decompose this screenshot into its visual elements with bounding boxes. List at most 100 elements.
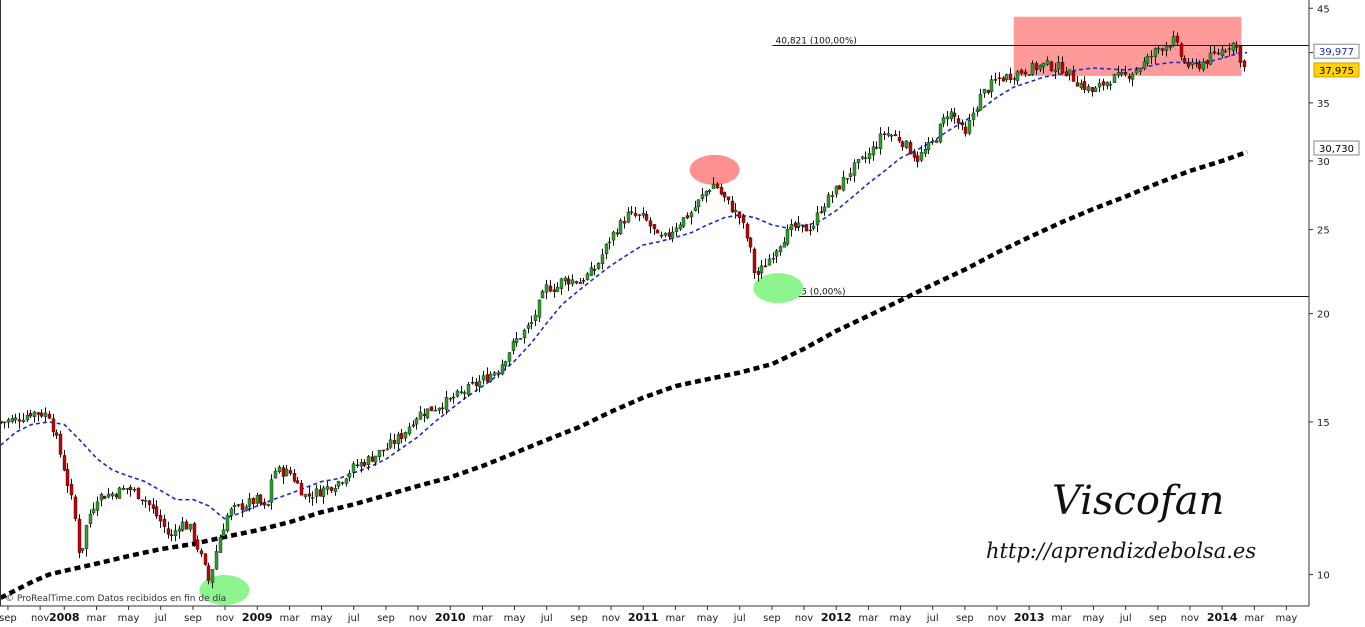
candle-up — [555, 286, 560, 292]
candle-up — [273, 470, 278, 479]
x-month-label: mar — [472, 613, 493, 623]
price-tag-label-2: 30,730 — [1319, 144, 1354, 155]
candle-down — [615, 232, 620, 235]
x-month-label: may — [697, 613, 719, 623]
candle-up — [1149, 55, 1154, 58]
candle-up — [88, 513, 93, 524]
candle-down — [281, 467, 286, 477]
candle-up — [585, 273, 590, 280]
candle-up — [674, 227, 679, 233]
candle-down — [307, 493, 312, 497]
candle-up — [563, 277, 568, 282]
candle-down — [552, 289, 557, 292]
candle-down — [485, 374, 490, 382]
x-month-label: may — [504, 613, 526, 623]
candle-down — [1194, 62, 1199, 65]
candle-up — [1153, 48, 1158, 57]
highlight-marker-1 — [689, 154, 740, 185]
candle-down — [128, 487, 133, 491]
price-tag-label-0: 39,977 — [1319, 47, 1354, 58]
candle-up — [314, 488, 319, 497]
x-month-label: mar — [279, 613, 300, 623]
candle-up — [693, 207, 698, 211]
candle-up — [904, 140, 909, 148]
candle-up — [815, 212, 820, 226]
watermark-title: Viscofan — [1052, 478, 1224, 524]
candle-up — [466, 384, 471, 395]
candle-down — [912, 152, 917, 158]
x-month-label: sep — [1149, 613, 1167, 623]
y-tick-label: 20 — [1317, 310, 1330, 321]
level-label-0: 40,821 (100,00%) — [776, 37, 857, 47]
candle-up — [611, 231, 616, 241]
candle-up — [696, 199, 701, 208]
candle-down — [429, 406, 434, 412]
candle-up — [540, 291, 545, 299]
candle-up — [244, 506, 249, 511]
candle-up — [930, 140, 935, 143]
candle-down — [804, 224, 809, 232]
candle-down — [644, 213, 649, 221]
candle-up — [269, 479, 274, 503]
candle-down — [1197, 63, 1202, 69]
candle-down — [362, 462, 367, 466]
candle-up — [1190, 61, 1195, 65]
candle-down — [158, 515, 163, 522]
x-month-label: mar — [858, 613, 879, 623]
candle-down — [77, 518, 82, 553]
moving-average-long — [0, 149, 1248, 600]
candle-up — [822, 206, 827, 212]
candle-up — [1164, 45, 1169, 51]
candle-up — [225, 515, 230, 531]
candle-down — [1127, 76, 1132, 79]
candle-down — [36, 412, 41, 415]
candle-down — [1001, 77, 1006, 82]
candle-down — [65, 468, 70, 486]
candle-up — [596, 263, 601, 269]
candle-down — [963, 126, 968, 134]
candle-up — [177, 528, 182, 532]
candle-down — [136, 487, 141, 500]
candle-up — [1067, 69, 1072, 75]
candle-down — [470, 382, 475, 384]
candle-up — [1112, 74, 1117, 83]
candle-down — [169, 534, 174, 537]
candle-up — [1030, 62, 1035, 75]
candle-up — [711, 183, 716, 189]
candle-up — [1134, 69, 1139, 74]
candle-up — [886, 133, 891, 136]
candle-up — [522, 329, 527, 338]
candle-up — [629, 211, 634, 213]
candle-up — [43, 412, 48, 417]
candle-down — [206, 565, 211, 581]
candle-up — [21, 419, 26, 422]
candle-up — [214, 551, 219, 570]
candle-up — [310, 497, 315, 499]
candle-up — [878, 133, 883, 149]
candle-down — [659, 234, 664, 237]
candle-down — [592, 269, 597, 271]
candle-up — [782, 242, 787, 248]
candle-down — [251, 497, 256, 505]
candle-down — [1123, 71, 1128, 75]
candle-up — [626, 211, 631, 223]
candle-down — [1082, 81, 1087, 91]
candle-up — [492, 372, 497, 376]
candle-down — [151, 504, 156, 509]
candle-up — [1156, 47, 1161, 50]
candle-up — [477, 380, 482, 387]
candle-up — [503, 361, 508, 367]
candle-up — [373, 455, 378, 463]
candle-up — [785, 228, 790, 245]
candle-up — [325, 486, 330, 490]
x-month-label: mar — [86, 613, 107, 623]
candle-up — [180, 521, 185, 531]
data-credit: © ProRealTime.com Datos recibidos en fin… — [5, 594, 226, 604]
candle-down — [1071, 70, 1076, 82]
candle-up — [500, 364, 505, 375]
candle-down — [730, 200, 735, 213]
candle-down — [1101, 81, 1106, 86]
candle-up — [670, 231, 675, 239]
candle-up — [6, 419, 11, 423]
